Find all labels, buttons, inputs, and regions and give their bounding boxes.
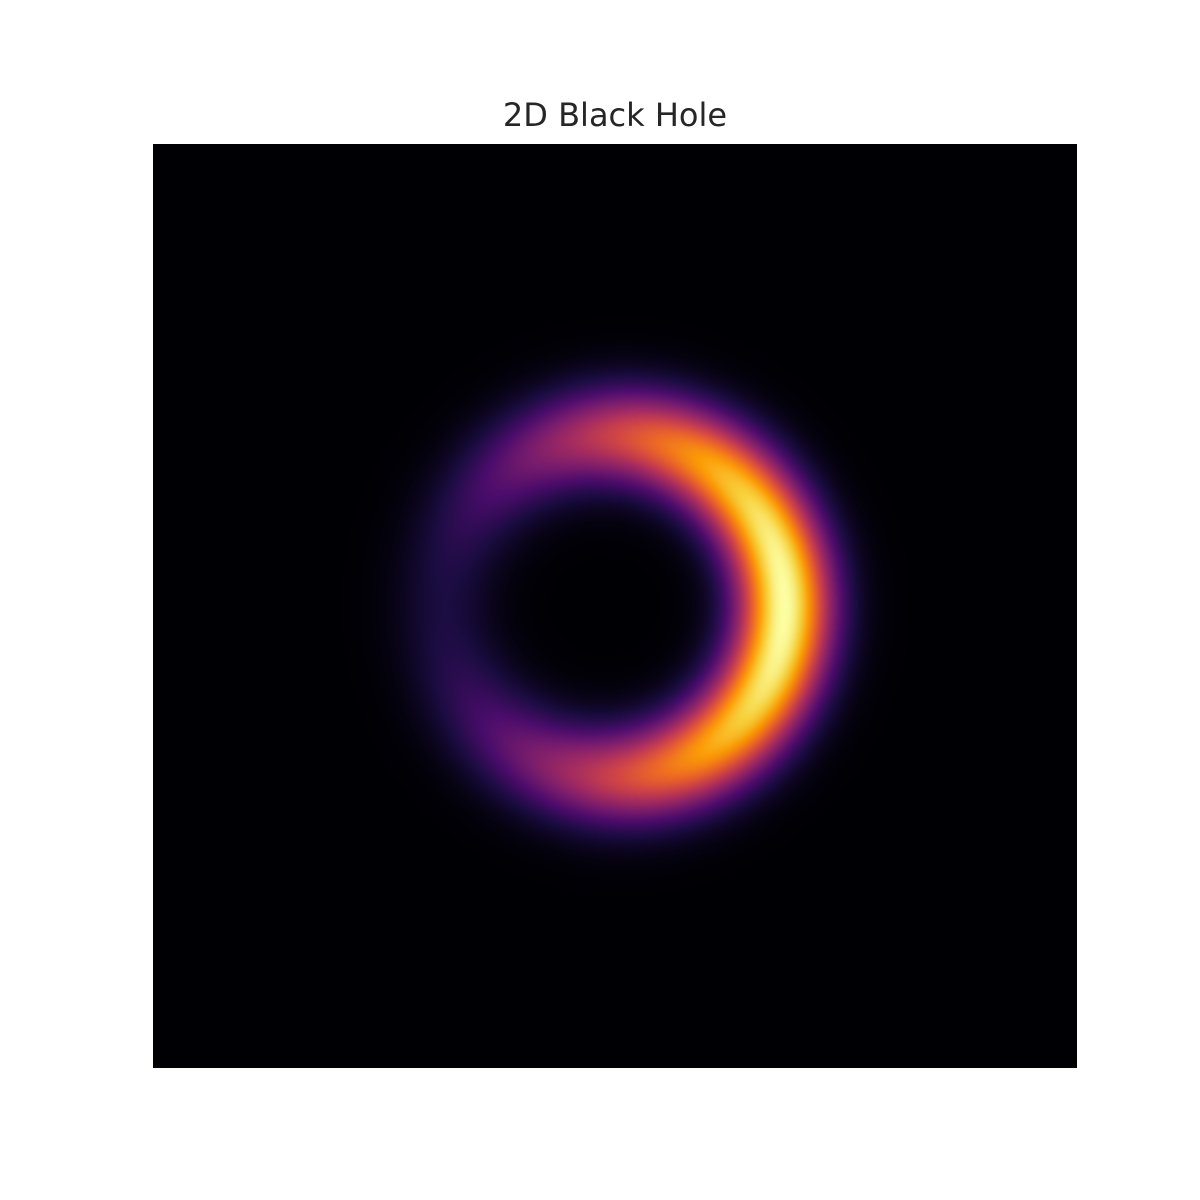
plot-area xyxy=(153,144,1077,1068)
black-hole-heatmap xyxy=(153,144,1077,1068)
chart-title: 2D Black Hole xyxy=(502,96,728,134)
